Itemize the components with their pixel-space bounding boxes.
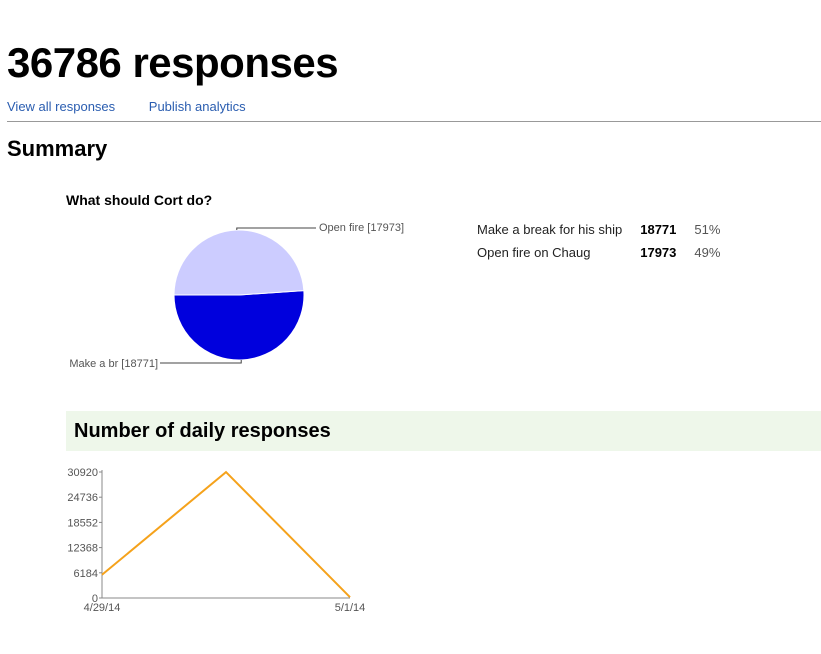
option-count: 18771	[640, 222, 677, 237]
publish-analytics-link[interactable]: Publish analytics	[148, 99, 246, 114]
option-label: Make a break for his ship	[477, 222, 623, 237]
y-tick-label: 18552	[67, 517, 98, 529]
y-tick-label: 0	[92, 593, 98, 605]
response-summary-table: Make a break for his ship 18771 51% Open…	[477, 218, 720, 264]
header-divider	[7, 121, 821, 122]
option-percent: 49%	[694, 245, 721, 260]
question-title: What should Cort do?	[66, 192, 213, 208]
y-tick-label: 30920	[67, 467, 98, 479]
pie-slice-label: Make a br [18771]	[69, 358, 158, 370]
option-label: Open fire on Chaug	[477, 245, 591, 260]
pie-slice	[173, 290, 305, 361]
page-title: 36786 responses	[7, 39, 339, 86]
pie-chart: Make a br [18771] Open fire [17973]	[60, 210, 430, 380]
view-all-responses-link[interactable]: View all responses	[7, 99, 116, 114]
summary-heading: Summary	[7, 136, 108, 161]
pie-callout-line	[160, 359, 242, 364]
table-row: Make a break for his ship 18771 51%	[477, 218, 720, 241]
pie-slice-label: Open fire [17973]	[319, 222, 404, 234]
daily-responses-header: Number of daily responses	[66, 411, 821, 451]
y-tick-label: 12368	[67, 543, 98, 555]
pie-chart-svg: Make a br [18771] Open fire [17973]	[69, 222, 404, 370]
pie-callout-line	[236, 227, 316, 231]
line-chart-svg: 0 6184 12368 18552 24736 30920 4/29/14 5/1/14	[67, 467, 366, 614]
x-tick-label: 5/1/14	[335, 602, 366, 614]
option-percent: 51%	[694, 222, 721, 237]
option-count: 17973	[640, 245, 677, 260]
series-line	[101, 470, 351, 598]
header-links: View all responses Publish analytics	[7, 99, 276, 114]
table-row: Open fire on Chaug 17973 49%	[477, 241, 720, 264]
x-tick-label: 4/29/14	[84, 602, 121, 614]
daily-responses-chart: 0 6184 12368 18552 24736 30920 4/29/14 5/1/14	[60, 462, 380, 622]
y-tick-label: 6184	[74, 568, 98, 580]
pie-slice	[173, 229, 305, 296]
daily-responses-heading: Number of daily responses	[74, 420, 331, 442]
y-tick-label: 24736	[67, 492, 98, 504]
